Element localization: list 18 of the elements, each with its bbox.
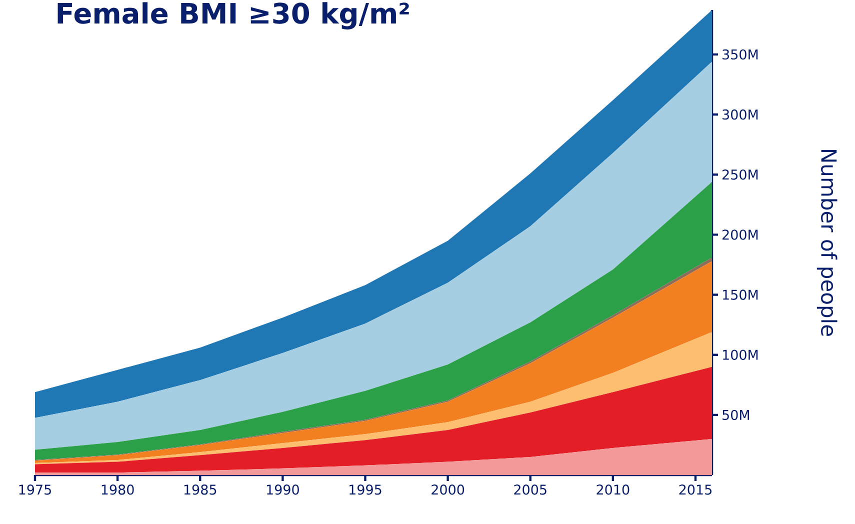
- y-tick-label: 150M: [723, 290, 758, 300]
- y-tick-label: 300M: [722, 109, 758, 120]
- x-tick-label: 1975: [19, 484, 51, 495]
- x-tick-label: 2000: [432, 484, 464, 495]
- y-axis-title: Number of people: [816, 150, 838, 336]
- y-tick-label: 350M: [722, 49, 758, 60]
- x-tick-label: 1985: [184, 484, 216, 495]
- y-tick-label: 250M: [722, 170, 758, 180]
- x-tick-label: 2010: [596, 484, 630, 495]
- y-tick-label: 200M: [722, 230, 758, 240]
- x-tick-label: 1990: [266, 484, 299, 495]
- y-tick-label: 100M: [723, 350, 758, 360]
- x-tick-label: 2005: [514, 484, 546, 495]
- x-tick-label: 2015: [679, 484, 712, 495]
- x-tick-label: 1995: [350, 484, 382, 495]
- x-tick-label: 1980: [102, 484, 134, 495]
- chart-title: Female BMI ≥30 kg/m²: [58, 2, 409, 30]
- y-tick-label: 50M: [722, 410, 750, 420]
